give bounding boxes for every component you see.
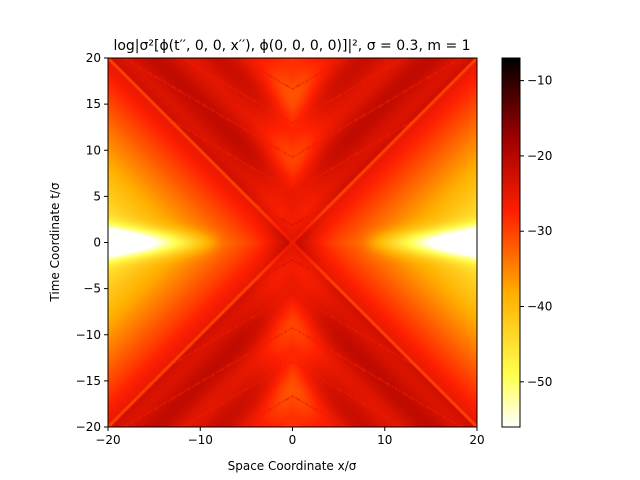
- colorbar-tick-label: −30: [527, 224, 552, 238]
- y-axis: −20 −15 −10 −5 0 5 10 15 20: [76, 51, 108, 434]
- y-tick-label: −20: [76, 420, 101, 434]
- colorbar-fill: [502, 58, 520, 427]
- colorbar-tick-label: −40: [527, 300, 552, 314]
- y-tick-label: 5: [93, 189, 101, 203]
- y-tick-label: 0: [93, 236, 101, 250]
- plot-area: [107, 57, 478, 428]
- y-tick-label: 15: [86, 97, 101, 111]
- x-tick-label: 10: [377, 433, 392, 447]
- colorbar-tick-label: −10: [527, 74, 552, 88]
- y-tick-label: −15: [76, 374, 101, 388]
- y-tick-label: −10: [76, 328, 101, 342]
- colorbar-tick-label: −50: [527, 375, 552, 389]
- x-tick-label: 20: [469, 433, 484, 447]
- colorbar-tick-label: −20: [527, 149, 552, 163]
- y-axis-label: Time Coordinate t/σ: [48, 182, 62, 303]
- colorbar-frame: [501, 57, 521, 428]
- y-tick-label: 10: [86, 143, 101, 157]
- x-tick-label: −20: [95, 433, 120, 447]
- x-tick-label: 0: [289, 433, 297, 447]
- colorbar-ticks: −10 −20 −30 −40 −50: [520, 74, 552, 389]
- x-axis-label: Space Coordinate x/σ: [228, 459, 357, 473]
- y-tick-label: −5: [83, 282, 101, 296]
- colorbar: −10 −20 −30 −40 −50: [501, 57, 552, 428]
- x-tick-label: −10: [188, 433, 213, 447]
- y-tick-label: 20: [86, 51, 101, 65]
- x-axis: −20 −10 0 10 20: [95, 427, 485, 447]
- heatmap: [108, 58, 477, 427]
- chart-title: log|σ²[ϕ(t′′, 0, 0, x′′), ϕ(0, 0, 0, 0)]…: [113, 38, 470, 54]
